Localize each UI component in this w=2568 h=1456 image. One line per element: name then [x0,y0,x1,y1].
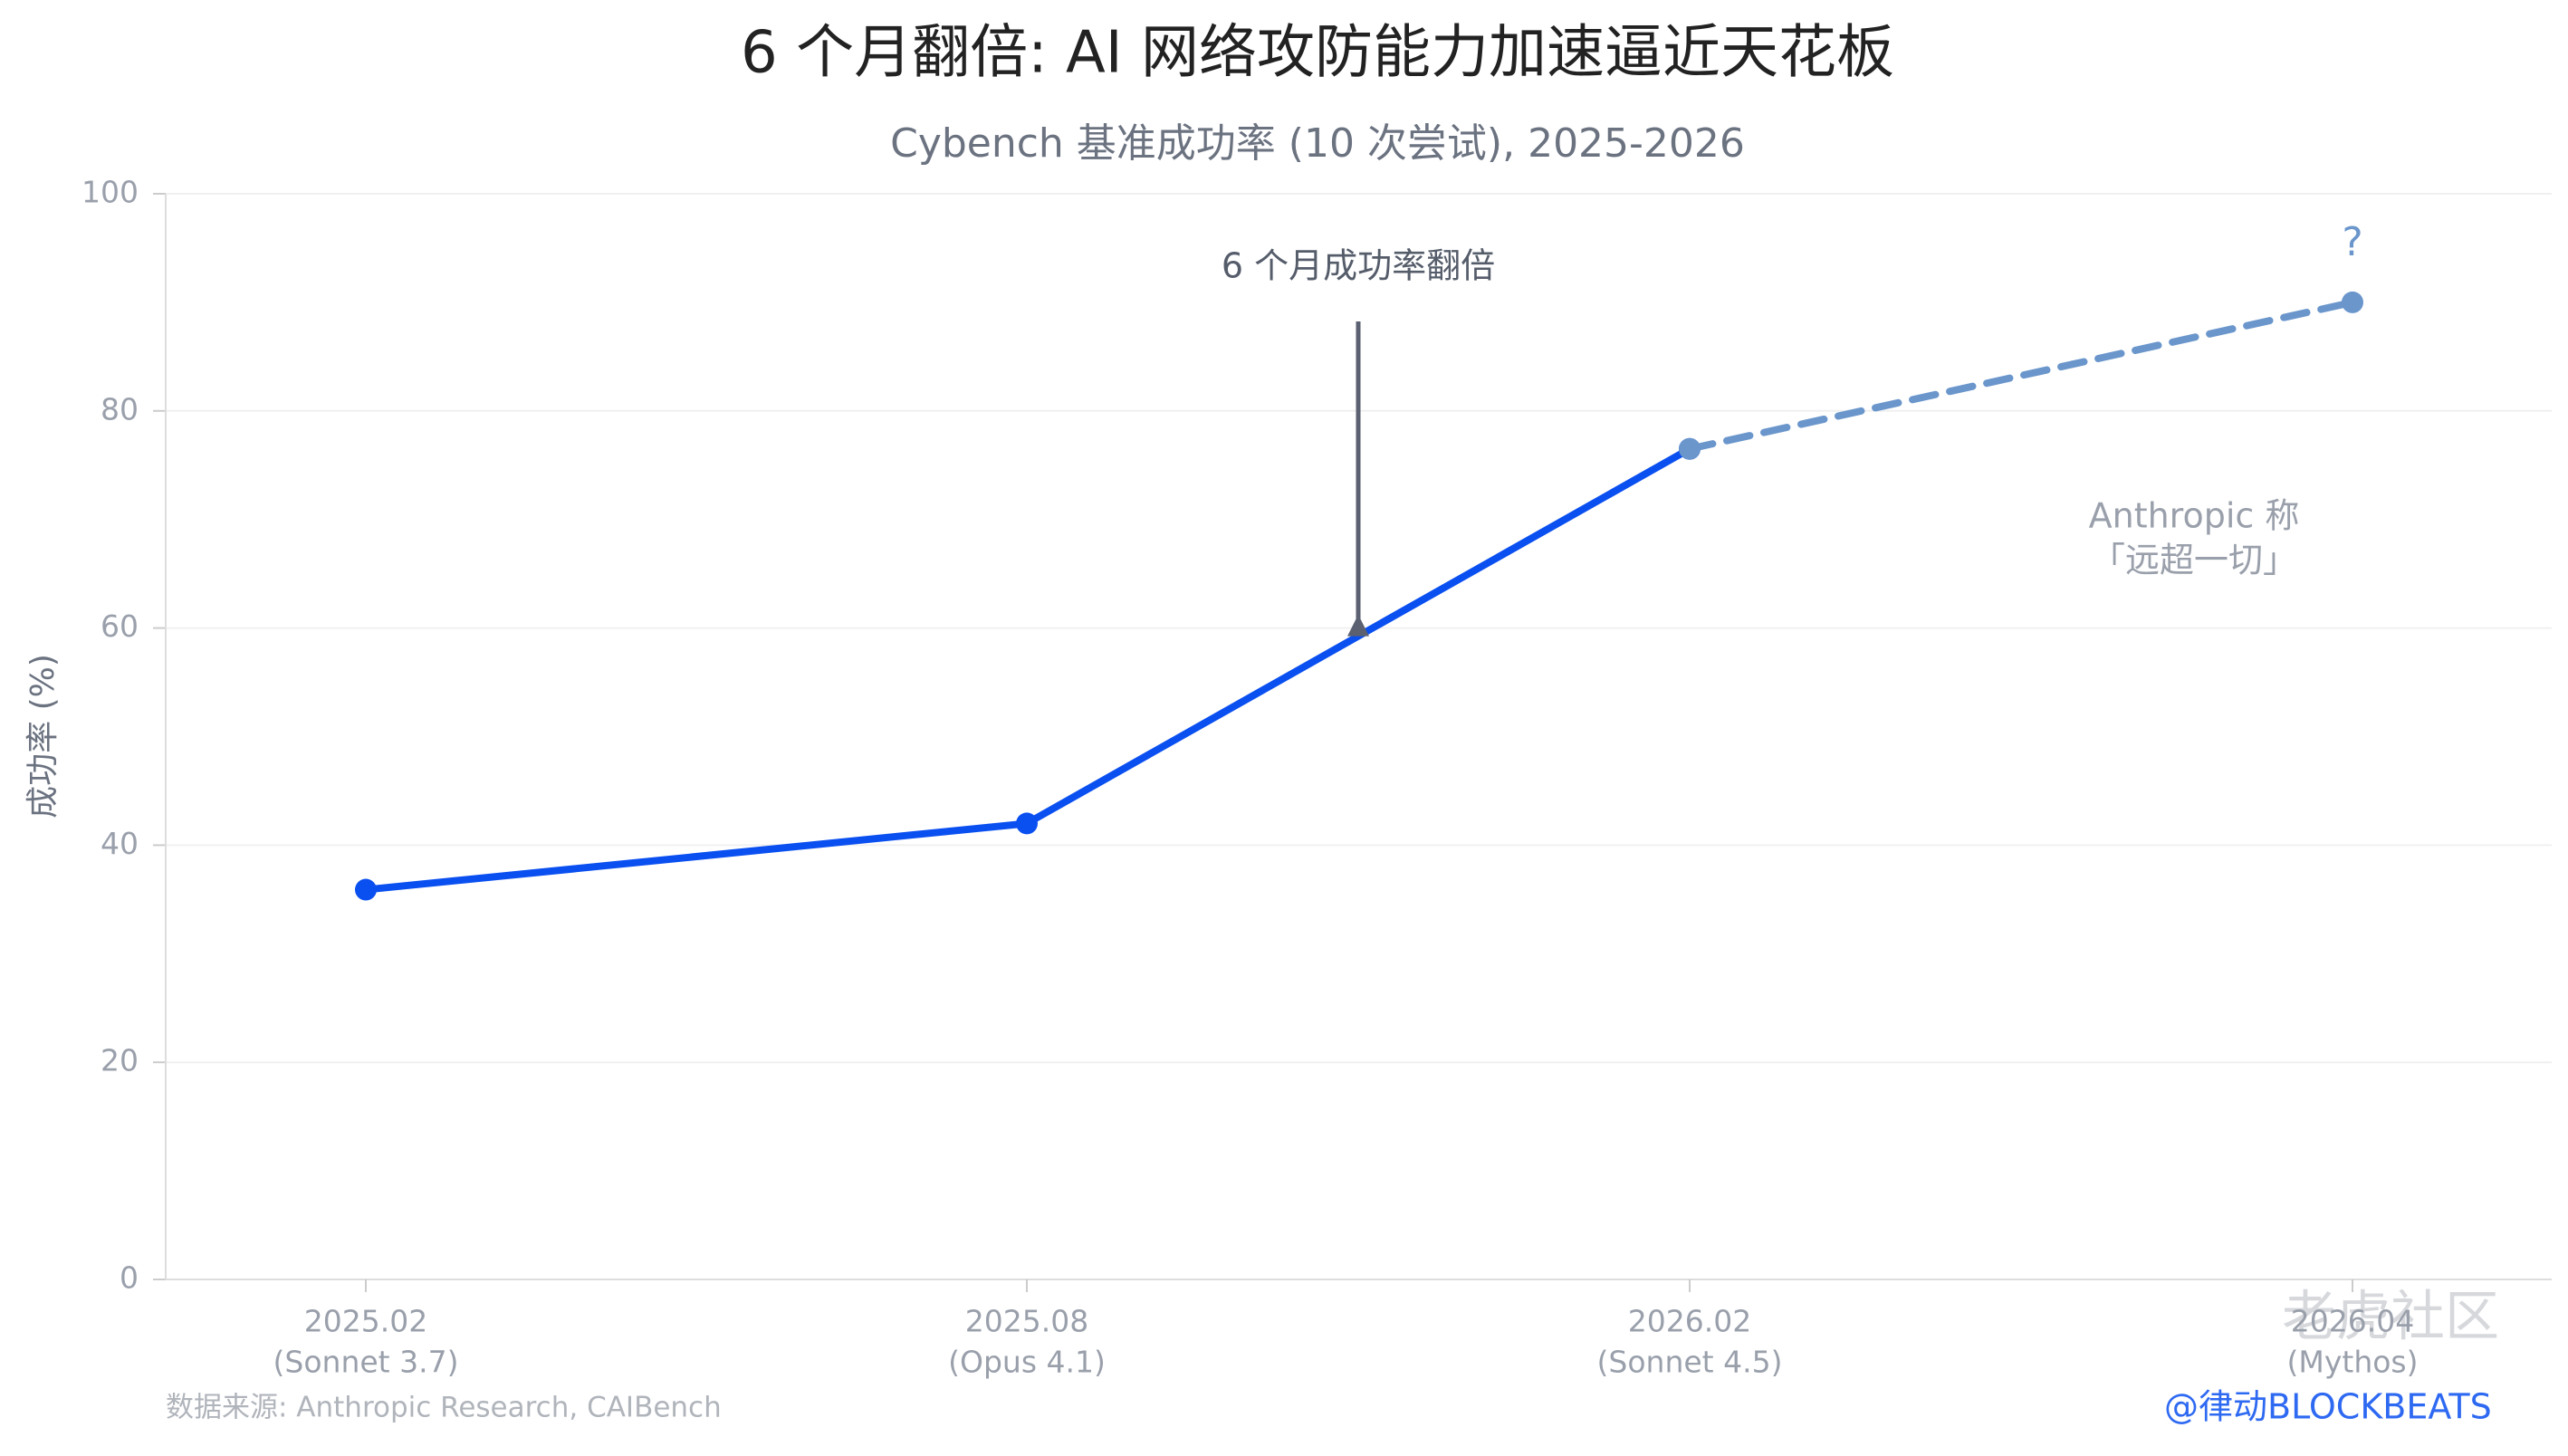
x-tick-sublabel: (Sonnet 4.5) [1597,1345,1783,1380]
x-tick-sublabel: (Mythos) [2287,1345,2419,1380]
annotation: ? [2342,219,2362,265]
x-tick-label: 2026.04 [2291,1304,2414,1339]
y-tick-label: 0 [120,1260,139,1296]
annotation: 「远超一切」 [2091,541,2297,580]
annotation: 6 个月成功率翻倍 [1222,246,1495,286]
x-tick-label: 2026.02 [1628,1304,1751,1339]
annotation: Anthropic 称 [2089,496,2300,536]
y-tick-label: 20 [101,1043,139,1078]
data-point [1016,812,1038,835]
x-tick-sublabel: (Opus 4.1) [948,1345,1106,1380]
data-point [355,878,377,901]
y-tick-label: 40 [101,826,139,861]
series-line [1686,298,2356,453]
annotation-arrowhead [1347,614,1369,637]
watermark: 老虎社区 [2282,1286,2499,1349]
x-tick-label: 2025.02 [304,1304,427,1339]
watermark: @律动BLOCKBEATS [2164,1387,2492,1427]
chart-title: 6 个月翻倍: AI 网络攻防能力加速逼近天花板 [741,20,1894,87]
x-tick-sublabel: (Sonnet 3.7) [273,1345,459,1380]
data-point [1679,437,1701,460]
chart-subtitle: Cybench 基准成功率 (10 次尝试), 2025-2026 [890,120,1745,167]
y-axis-title: 成功率 (%) [24,654,62,819]
y-tick-label: 60 [101,608,139,644]
x-tick-label: 2025.08 [965,1304,1088,1339]
y-tick-label: 100 [81,175,139,210]
y-tick-label: 80 [101,391,139,426]
source-note: 数据来源: Anthropic Research, CAIBench [166,1392,722,1424]
data-point [2342,291,2363,313]
